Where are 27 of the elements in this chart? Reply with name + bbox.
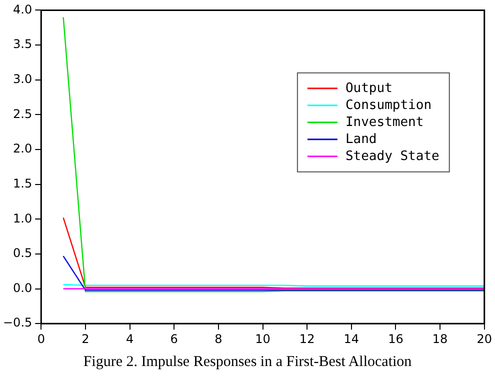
y-tick-label: 2.0 — [13, 142, 32, 156]
x-tick-label: 14 — [344, 332, 360, 346]
legend-label: Investment — [345, 114, 424, 130]
legend-label: Steady State — [345, 148, 440, 164]
x-tick-label: 10 — [255, 332, 270, 346]
x-tick-label: 2 — [82, 332, 90, 346]
x-tick-label: 16 — [388, 332, 404, 346]
x-tick-label: 0 — [37, 332, 45, 346]
y-tick-label: 3.5 — [13, 37, 32, 52]
x-tick-label: 18 — [432, 332, 448, 346]
x-tick-label: 4 — [126, 332, 134, 346]
legend-label: Consumption — [345, 98, 432, 113]
y-tick-label: 2.5 — [13, 106, 32, 121]
x-tick-label: 12 — [299, 332, 315, 346]
y-tick-label: −0.5 — [3, 316, 32, 330]
x-tick-label: 20 — [476, 332, 492, 346]
x-tick-label: 6 — [170, 332, 178, 346]
y-tick-label: 1.0 — [13, 211, 32, 226]
y-tick-label: 0.0 — [13, 280, 32, 295]
x-tick-label: 8 — [214, 332, 222, 346]
legend-label: Output — [345, 80, 392, 96]
legend-label: Land — [345, 132, 377, 147]
y-tick-label: 3.0 — [13, 72, 32, 86]
y-tick-label: 1.5 — [13, 176, 32, 190]
y-tick-label: 4.0 — [13, 2, 32, 16]
caption: Figure 2. Impulse Responses in a First-Best Allocation — [82, 354, 413, 371]
y-tick-label: 0.5 — [13, 246, 32, 260]
